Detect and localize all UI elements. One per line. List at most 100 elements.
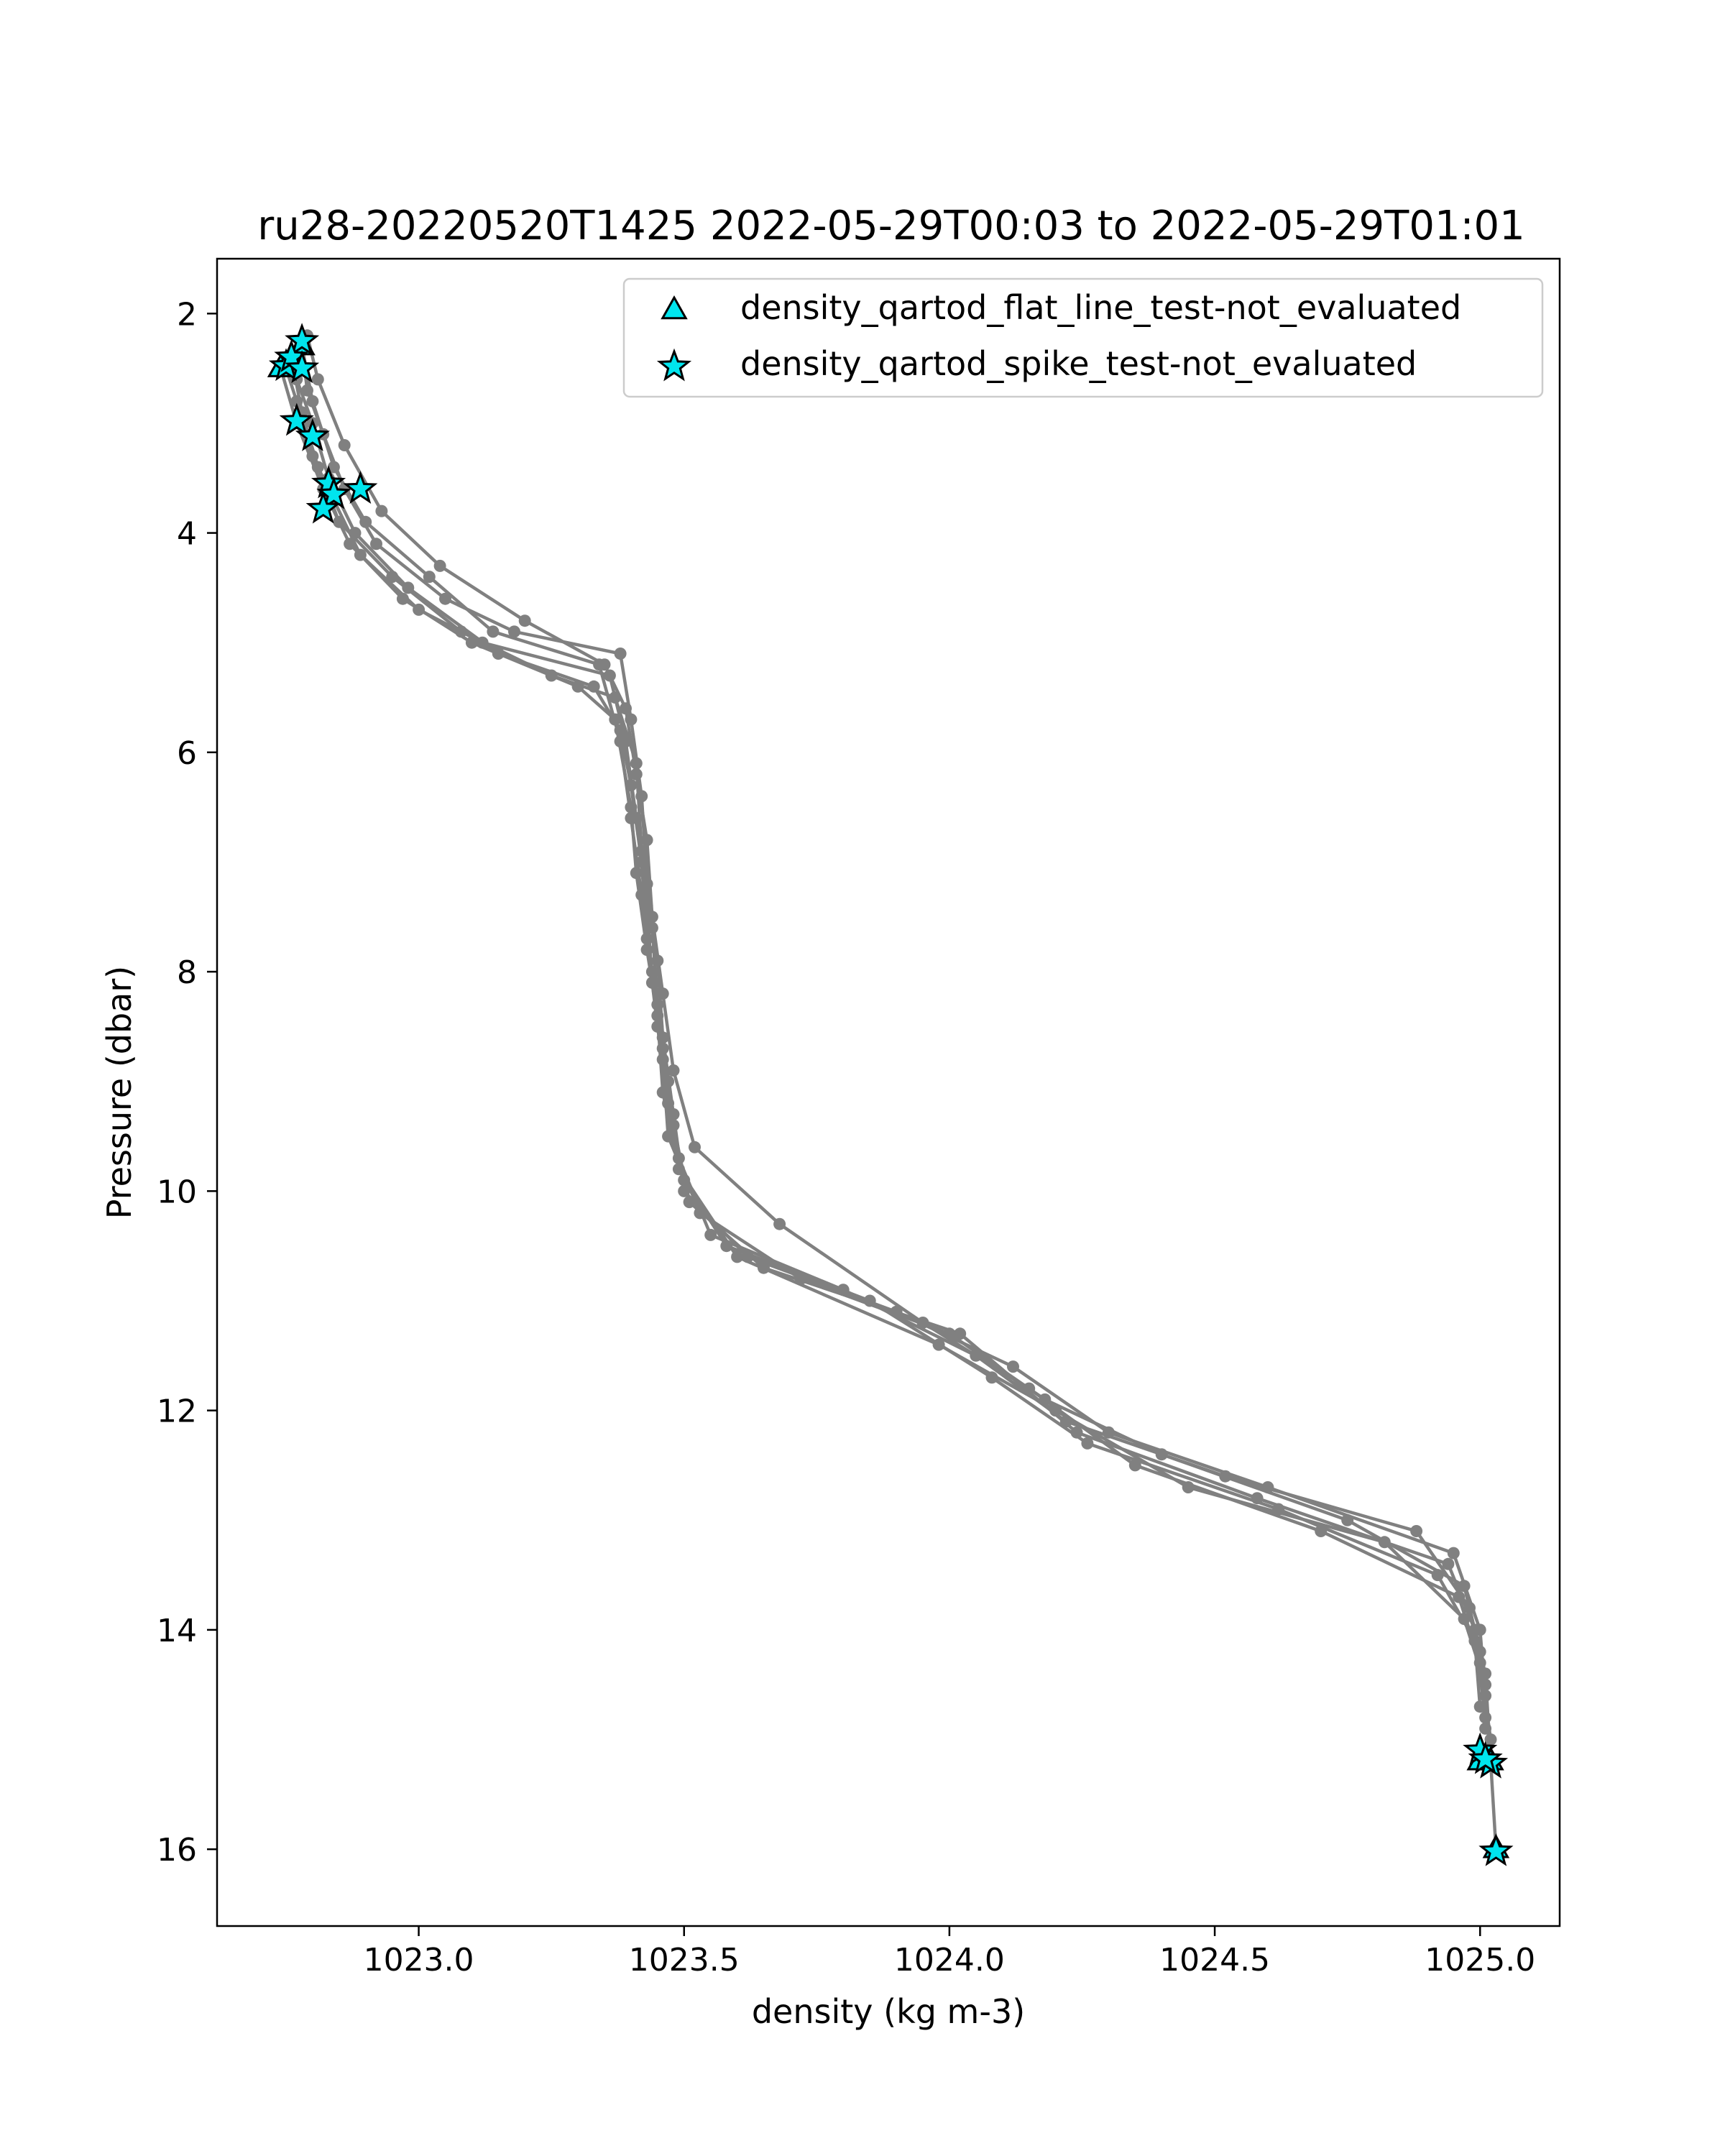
y-axis-ticks: 2 4 6 8 10 12 14 16 bbox=[157, 296, 217, 1869]
data-point bbox=[311, 373, 324, 386]
data-point bbox=[704, 1228, 717, 1241]
data-point bbox=[1479, 1711, 1492, 1724]
data-point bbox=[1484, 1733, 1497, 1746]
data-point bbox=[375, 505, 388, 517]
data-point bbox=[1410, 1525, 1423, 1537]
data-point bbox=[656, 1086, 669, 1099]
data-point bbox=[338, 439, 351, 451]
x-tick-label: 1024.0 bbox=[894, 1942, 1005, 1978]
profile-cast-7 bbox=[295, 340, 1492, 1724]
data-point bbox=[954, 1327, 967, 1340]
data-point bbox=[667, 1064, 680, 1077]
data-point bbox=[518, 614, 531, 627]
profile-cast-4 bbox=[290, 373, 1486, 1713]
data-point bbox=[773, 1217, 786, 1230]
star-flag-marker bbox=[295, 418, 330, 451]
y-tick-label: 4 bbox=[177, 516, 197, 553]
data-point bbox=[327, 461, 340, 474]
data-point bbox=[667, 1119, 680, 1132]
data-point bbox=[625, 811, 638, 824]
data-point bbox=[932, 1338, 945, 1351]
profile-line bbox=[295, 379, 1482, 1707]
data-point bbox=[1128, 1459, 1141, 1472]
profile-line bbox=[305, 335, 1493, 1740]
y-axis-label: Pressure (dbar) bbox=[100, 966, 139, 1219]
profile-line bbox=[279, 367, 1487, 1685]
legend-box bbox=[622, 277, 1544, 398]
legend-triangle-icon bbox=[661, 295, 688, 320]
x-tick-label: 1025.0 bbox=[1425, 1942, 1535, 1978]
data-point bbox=[593, 658, 606, 671]
data-point bbox=[1431, 1569, 1444, 1582]
chart-title: ru28-20220520T1425 2022-05-29T00:03 to 2… bbox=[257, 203, 1524, 249]
triangle-flag-markers bbox=[267, 331, 1510, 1858]
y-tick-label: 8 bbox=[177, 954, 197, 991]
data-point bbox=[614, 648, 627, 660]
data-point bbox=[1081, 1437, 1094, 1450]
profile-line bbox=[300, 346, 1487, 1718]
profile-line bbox=[290, 356, 1493, 1762]
star-flag-markers bbox=[268, 323, 1514, 1866]
data-point bbox=[758, 1261, 770, 1274]
data-point bbox=[656, 1042, 669, 1055]
profile-cast-6 bbox=[275, 362, 1492, 1691]
data-point bbox=[1468, 1623, 1481, 1636]
data-point bbox=[640, 834, 653, 847]
data-point bbox=[1251, 1492, 1264, 1505]
data-point bbox=[1070, 1426, 1083, 1439]
x-axis-ticks: 1023.0 1023.5 1024.0 1024.5 1025.0 bbox=[364, 1926, 1535, 1978]
y-tick-label: 16 bbox=[157, 1832, 197, 1869]
data-point bbox=[465, 636, 478, 649]
data-point bbox=[1007, 1360, 1019, 1373]
data-point bbox=[487, 625, 500, 638]
profile-cast-5 bbox=[301, 329, 1497, 1746]
y-tick-label: 2 bbox=[177, 296, 197, 333]
data-point bbox=[1458, 1580, 1471, 1593]
data-point bbox=[1458, 1613, 1471, 1626]
star-flag-marker bbox=[343, 471, 378, 504]
data-point bbox=[645, 965, 658, 978]
data-point bbox=[630, 768, 643, 780]
data-point bbox=[1442, 1557, 1455, 1570]
legend: density_qartod_flat_line_test-not_evalua… bbox=[622, 277, 1544, 398]
data-point bbox=[359, 515, 372, 528]
profile-cast-1 bbox=[295, 340, 1502, 1856]
data-point bbox=[402, 581, 415, 594]
profile-line bbox=[300, 346, 1498, 1850]
star-flag-marker bbox=[316, 476, 351, 510]
data-point bbox=[645, 911, 658, 923]
data-point bbox=[635, 888, 648, 901]
data-point bbox=[1182, 1481, 1195, 1493]
x-tick-label: 1023.0 bbox=[364, 1942, 474, 1978]
data-point bbox=[439, 592, 451, 605]
data-point bbox=[370, 538, 382, 550]
data-point bbox=[1341, 1514, 1354, 1526]
legend-label: density_qartod_flat_line_test-not_evalua… bbox=[740, 288, 1461, 327]
star-flag-marker bbox=[305, 490, 341, 524]
profile-cast-3 bbox=[285, 351, 1497, 1768]
data-point bbox=[1315, 1525, 1328, 1537]
data-point bbox=[587, 680, 600, 693]
data-point bbox=[620, 702, 632, 715]
axes-frame bbox=[216, 257, 1561, 1927]
plot-area bbox=[267, 323, 1514, 1866]
x-axis-label: density (kg m-3) bbox=[752, 1992, 1025, 2031]
star-flag-marker bbox=[285, 350, 320, 384]
data-point bbox=[508, 625, 520, 638]
data-point bbox=[349, 527, 362, 540]
data-point bbox=[1447, 1547, 1460, 1560]
y-tick-label: 6 bbox=[177, 735, 197, 772]
x-tick-label: 1024.5 bbox=[1159, 1942, 1270, 1978]
y-tick-label: 14 bbox=[157, 1613, 197, 1649]
data-point bbox=[1219, 1470, 1232, 1483]
data-point bbox=[433, 559, 446, 572]
star-flag-marker bbox=[1468, 1741, 1503, 1774]
data-point bbox=[689, 1141, 701, 1153]
star-flag-marker bbox=[1478, 1833, 1514, 1866]
legend-star-icon bbox=[656, 348, 692, 382]
data-point bbox=[731, 1250, 744, 1263]
x-tick-label: 1023.5 bbox=[629, 1942, 740, 1978]
legend-label: density_qartod_spike_test-not_evaluated bbox=[740, 344, 1417, 383]
data-point bbox=[614, 735, 627, 748]
